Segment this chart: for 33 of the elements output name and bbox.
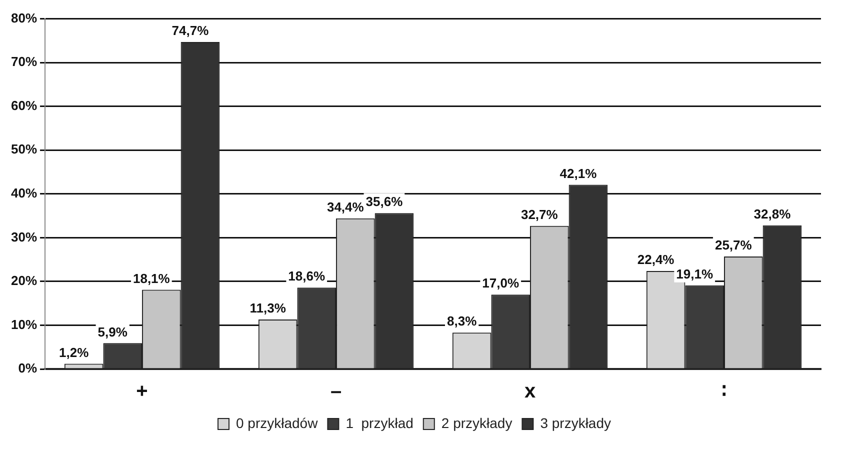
data-label: 74,7%: [172, 23, 210, 38]
legend-label: 3 przykłady: [540, 414, 612, 431]
y-tick-label: 50%: [10, 142, 38, 157]
data-label: 11,3%: [250, 300, 286, 316]
data-label: 22,4%: [637, 252, 675, 268]
data-label: 18,1%: [132, 270, 170, 286]
y-tick-label: 60%: [10, 98, 38, 113]
x-tick-label: +: [136, 380, 148, 403]
data-label: 32,8%: [754, 206, 792, 222]
data-label: 25,7%: [714, 238, 752, 253]
data-label: 1,2%: [59, 344, 90, 360]
data-label: 17,0%: [482, 276, 520, 291]
y-tick-label: 10%: [10, 316, 38, 332]
data-label: 18,6%: [288, 268, 326, 284]
x-tick-label: x: [524, 380, 536, 403]
data-label: 35,6%: [366, 194, 404, 210]
legend-label: 0 przykładów: [236, 414, 319, 431]
data-label: 34,4%: [326, 199, 364, 214]
y-tick-label: 80%: [10, 10, 38, 26]
data-label: 42,1%: [560, 166, 598, 181]
data-label: 5,9%: [98, 324, 128, 340]
y-tick-label: 70%: [10, 54, 38, 70]
y-tick-label: 30%: [10, 229, 38, 244]
legend-label: 1 przykład: [346, 414, 414, 431]
data-label: 19,1%: [676, 266, 714, 282]
y-tick-label: 40%: [10, 185, 38, 200]
x-tick-label: –: [330, 380, 342, 403]
data-label: 8,3%: [446, 314, 478, 329]
legend-label: 2 przykłady: [441, 414, 512, 431]
y-tick-label: 20%: [10, 273, 38, 288]
data-label: 32,7%: [520, 206, 558, 222]
y-tick-label: 0%: [18, 360, 38, 376]
x-tick-label: ∶: [722, 380, 726, 403]
